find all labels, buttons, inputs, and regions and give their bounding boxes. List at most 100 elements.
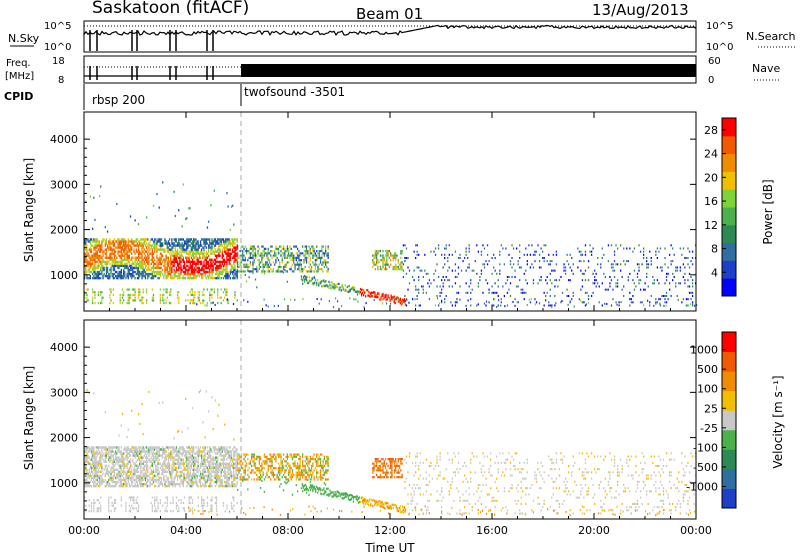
data-cell (326, 261, 328, 264)
data-cell (191, 260, 194, 264)
data-cell (395, 263, 397, 266)
data-cell (87, 454, 89, 457)
data-cell (191, 246, 194, 249)
data-cell (639, 279, 642, 282)
data-cell (195, 460, 197, 463)
data-cell (137, 484, 140, 488)
data-cell (313, 275, 315, 278)
data-cell (145, 258, 148, 262)
data-cell (131, 266, 133, 270)
data-cell (277, 268, 280, 271)
data-cell (181, 482, 183, 486)
data-cell (108, 260, 110, 264)
data-cell (436, 285, 438, 288)
data-cell (125, 244, 127, 247)
data-cell (326, 265, 328, 269)
data-cell (310, 265, 313, 269)
data-cell (144, 244, 147, 247)
data-cell (203, 293, 205, 297)
data-cell (635, 285, 637, 288)
data-cell (139, 270, 141, 274)
data-cell (152, 296, 155, 299)
data-cell (85, 248, 87, 251)
data-cell (650, 260, 652, 263)
data-cell (197, 262, 199, 266)
data-cell (111, 470, 113, 474)
data-cell (459, 298, 461, 301)
data-cell (209, 299, 211, 302)
data-cell (223, 264, 226, 268)
data-cell (167, 484, 170, 488)
data-cell (286, 270, 289, 273)
data-cell (393, 268, 396, 271)
data-cell (108, 507, 110, 510)
data-cell (140, 299, 142, 302)
data-cell (199, 446, 202, 449)
data-cell (121, 482, 124, 486)
data-cell (103, 460, 105, 463)
data-cell (171, 450, 173, 453)
data-cell (178, 238, 180, 241)
data-cell (612, 298, 614, 301)
data-cell (555, 250, 558, 253)
data-cell (95, 482, 97, 486)
data-cell (655, 298, 657, 301)
data-cell (499, 263, 501, 266)
data-cell (499, 253, 501, 256)
data-cell (129, 266, 132, 270)
data-cell (147, 464, 149, 467)
data-cell (299, 254, 301, 257)
data-cell (156, 264, 158, 268)
data-cell (87, 482, 89, 486)
data-cell (319, 250, 322, 253)
data-cell (483, 263, 486, 266)
data-cell (221, 252, 223, 255)
data-cell (140, 482, 142, 486)
data-cell (190, 466, 193, 470)
data-cell (167, 480, 170, 484)
data-cell (168, 472, 171, 476)
data-cell (100, 507, 102, 510)
data-cell (89, 464, 92, 467)
data-cell (176, 482, 179, 486)
data-cell (418, 266, 420, 269)
data-cell (137, 248, 140, 251)
data-cell (682, 298, 685, 301)
data-cell (210, 246, 212, 249)
data-cell (156, 458, 158, 461)
data-cell (173, 254, 175, 257)
data-cell (113, 268, 116, 272)
data-cell (159, 242, 162, 245)
data-cell (198, 480, 201, 484)
data-cell (356, 293, 359, 296)
data-cell (100, 250, 102, 253)
data-cell (156, 478, 158, 482)
data-cell (206, 260, 209, 264)
data-cell (182, 183, 184, 186)
data-cell (221, 270, 223, 274)
data-cell (124, 462, 126, 465)
data-cell (186, 464, 188, 467)
data-cell (124, 246, 126, 249)
data-cell (96, 272, 98, 276)
data-cell (90, 478, 93, 482)
data-cell (162, 450, 164, 453)
data-cell (84, 252, 86, 255)
data-cell (152, 470, 155, 474)
data-cell (548, 304, 550, 307)
data-cell (201, 272, 203, 276)
data-cell (226, 276, 228, 280)
data-cell (157, 484, 159, 488)
data-cell (168, 248, 171, 251)
data-cell (148, 242, 150, 245)
data-cell (125, 478, 127, 482)
data-cell (133, 270, 135, 274)
data-cell (137, 268, 140, 272)
data-cell (104, 274, 106, 278)
data-cell (167, 478, 170, 482)
data-cell (100, 248, 102, 251)
data-cell (162, 470, 164, 474)
data-cell (175, 448, 178, 451)
data-cell (163, 478, 165, 482)
data-cell (111, 501, 113, 505)
